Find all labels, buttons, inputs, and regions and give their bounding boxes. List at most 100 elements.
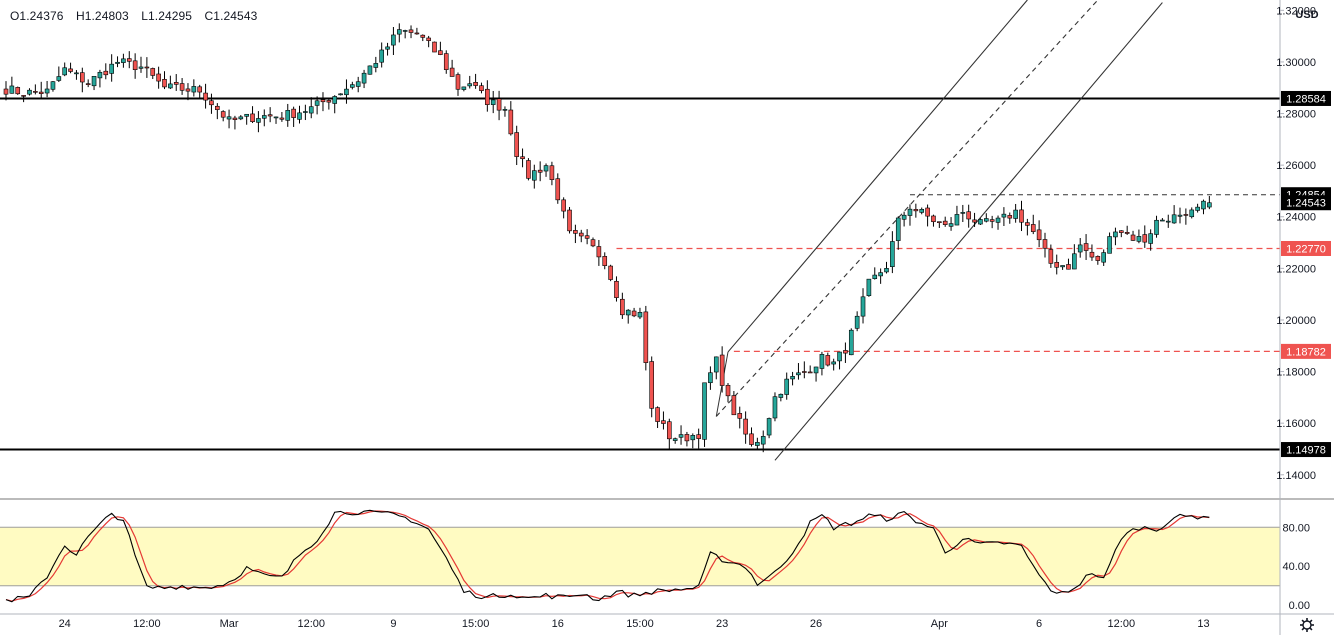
candle-body (426, 37, 431, 41)
price-axis[interactable]: 1.32000 1.30000 1.28000 1.26000 1.24000 1.220… (1276, 5, 1316, 612)
time-tick-label: 12:00 (297, 618, 325, 630)
candle-body (526, 160, 531, 179)
candle (890, 231, 895, 274)
candle-body (1042, 239, 1048, 249)
candle-body (308, 106, 314, 114)
candle-body (766, 418, 772, 436)
candle-body (901, 214, 907, 220)
candle-body (250, 113, 255, 123)
dashed-tag-upper-bg (1281, 240, 1331, 256)
candle-body (919, 209, 925, 213)
candle-body (56, 76, 62, 81)
candle-body (467, 83, 473, 87)
candle (1165, 214, 1171, 228)
candle-body (1124, 232, 1130, 234)
candle-body (1007, 215, 1013, 219)
candle-body (813, 366, 819, 374)
candle-body (831, 361, 836, 365)
candle-body (109, 63, 114, 74)
candle-body (379, 49, 384, 63)
candle (1201, 199, 1206, 215)
candle (684, 431, 690, 447)
candle (878, 268, 883, 284)
price-tick-label: 1.14000 (1276, 470, 1316, 482)
candle (584, 229, 590, 245)
gear-tooth (1309, 627, 1313, 631)
candle (661, 411, 666, 430)
candle-body (332, 96, 338, 104)
candle-body (1165, 220, 1171, 223)
candle (438, 41, 443, 56)
candle (755, 437, 760, 451)
candle (555, 173, 561, 204)
candle-body (578, 232, 584, 237)
candle-body (1136, 236, 1142, 242)
candle (402, 29, 408, 39)
candle-body (150, 68, 156, 76)
candle-body (443, 53, 449, 70)
gear-tooth (1301, 619, 1305, 623)
candle-body (690, 435, 696, 441)
candle (85, 79, 91, 88)
candle (33, 84, 38, 95)
currency-label[interactable]: USD (1295, 9, 1318, 21)
candle-body (960, 212, 966, 214)
candle (150, 67, 156, 80)
candle (1177, 207, 1183, 224)
candle (972, 212, 977, 227)
candle-body (385, 46, 390, 50)
candle-body (937, 221, 942, 223)
candle (1019, 200, 1024, 232)
candle (303, 104, 308, 121)
gear-icon[interactable] (1300, 618, 1314, 632)
candle-body (555, 178, 561, 201)
candle-body (731, 395, 737, 416)
candle (396, 23, 402, 43)
candle-body (643, 311, 649, 363)
level-tag-lower: 1.14978 (1281, 442, 1331, 458)
candle (760, 430, 766, 453)
candle-body (954, 214, 960, 226)
level-tag-upper-bg (1281, 90, 1331, 106)
candle-body (1036, 229, 1042, 241)
candle (625, 309, 631, 324)
candle (578, 229, 584, 243)
candle (256, 111, 261, 133)
candle-body (91, 75, 97, 87)
candle-body (1171, 214, 1177, 224)
candle-body (684, 434, 690, 442)
candle (373, 56, 379, 73)
candle (1025, 218, 1030, 236)
dashed-tag-upper-text: 1.22770 (1286, 243, 1326, 255)
candle-body (925, 207, 930, 217)
candle-body (226, 116, 232, 120)
candle (978, 218, 983, 225)
candle (719, 346, 725, 393)
candle-body (1095, 256, 1101, 261)
candle-body (485, 88, 490, 105)
candle-body (708, 372, 713, 384)
candle-body (391, 34, 396, 46)
candle (138, 56, 144, 73)
candle-body (807, 371, 813, 374)
time-axis[interactable]: 24 12:00 Mar 12:00 9 15:00 16 15:00 23 26 Apr 6 12:0… (59, 618, 1210, 630)
stochastic-oscillator (5, 509, 1210, 603)
candle (866, 278, 872, 297)
candle-body (796, 372, 801, 376)
candle-body (320, 99, 326, 103)
gear-tooth (1309, 619, 1313, 623)
candle (954, 205, 960, 226)
candle-body (942, 220, 948, 225)
candle (285, 103, 291, 127)
candle-body (584, 235, 590, 239)
last-price-tag-bg (1281, 195, 1331, 211)
candle (449, 59, 455, 77)
candle-body (3, 88, 9, 95)
candle (355, 76, 361, 93)
last-price-tag: 1.24543 (1281, 195, 1331, 211)
candle-body (126, 58, 132, 62)
candle-body (854, 315, 860, 329)
candle (267, 107, 273, 123)
candle (1048, 244, 1054, 268)
